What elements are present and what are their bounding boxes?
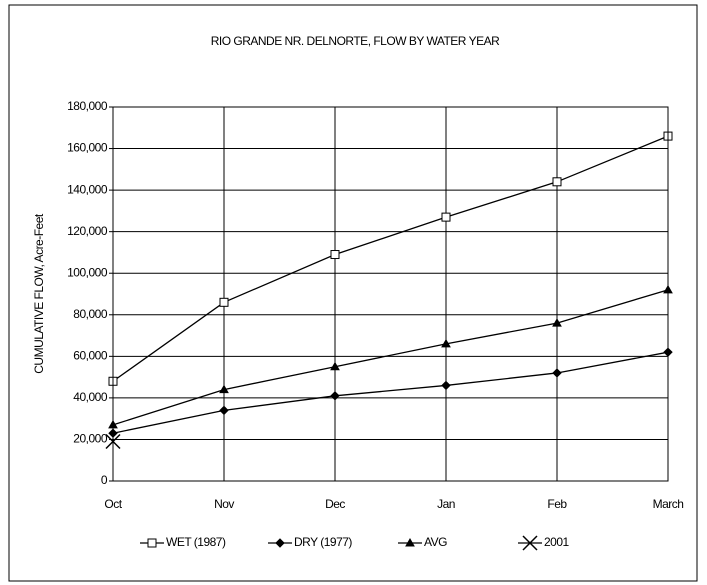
data-point bbox=[219, 384, 229, 394]
series-line bbox=[112, 289, 669, 426]
x-tick-label: Oct bbox=[104, 497, 122, 511]
y-tick-label: 140,000 bbox=[67, 182, 108, 196]
data-point bbox=[219, 405, 229, 416]
chart-title: RIO GRANDE NR. DELNORTE, FLOW BY WATER Y… bbox=[211, 34, 500, 48]
data-point bbox=[441, 338, 451, 348]
x-tick-label: Jan bbox=[437, 497, 455, 511]
legend-label: 2001 bbox=[544, 535, 570, 549]
series-line bbox=[112, 351, 669, 434]
data-point bbox=[441, 212, 451, 222]
data-point bbox=[552, 368, 562, 378]
data-point bbox=[219, 297, 229, 307]
y-tick-label: 160,000 bbox=[67, 141, 108, 155]
x-tick-label: Dec bbox=[325, 497, 345, 511]
x-tick-label: Feb bbox=[547, 497, 567, 511]
y-tick-label: 180,000 bbox=[67, 99, 108, 113]
x-tick-label: March bbox=[653, 497, 684, 511]
y-axis-label: CUMULATIVE FLOW, Acre-Feet bbox=[32, 213, 46, 374]
legend-marker bbox=[275, 538, 285, 548]
data-point bbox=[441, 380, 451, 391]
legend-marker bbox=[522, 535, 538, 551]
legend-label: DRY (1977) bbox=[294, 535, 352, 549]
legend-label: WET (1987) bbox=[166, 535, 226, 549]
y-tick-label: 80,000 bbox=[73, 307, 108, 321]
y-tick-label: 40,000 bbox=[73, 390, 108, 404]
plot-border bbox=[112, 106, 669, 482]
y-tick-label: 100,000 bbox=[67, 265, 108, 279]
data-point bbox=[330, 361, 340, 371]
x-tick-label: Nov bbox=[214, 497, 234, 511]
legend-marker bbox=[405, 537, 415, 547]
data-point bbox=[552, 177, 562, 187]
y-tick-label: 120,000 bbox=[67, 224, 108, 238]
legend-marker bbox=[147, 538, 157, 548]
data-point bbox=[552, 318, 562, 327]
y-tick-label: 20,000 bbox=[73, 432, 108, 446]
data-point bbox=[330, 391, 340, 401]
legend-label: AVG bbox=[424, 535, 447, 549]
y-tick-label: 60,000 bbox=[73, 349, 108, 363]
chart-frame bbox=[8, 4, 698, 582]
y-tick-label: 0 bbox=[101, 473, 108, 487]
data-point bbox=[330, 250, 340, 260]
series-line bbox=[112, 135, 669, 382]
